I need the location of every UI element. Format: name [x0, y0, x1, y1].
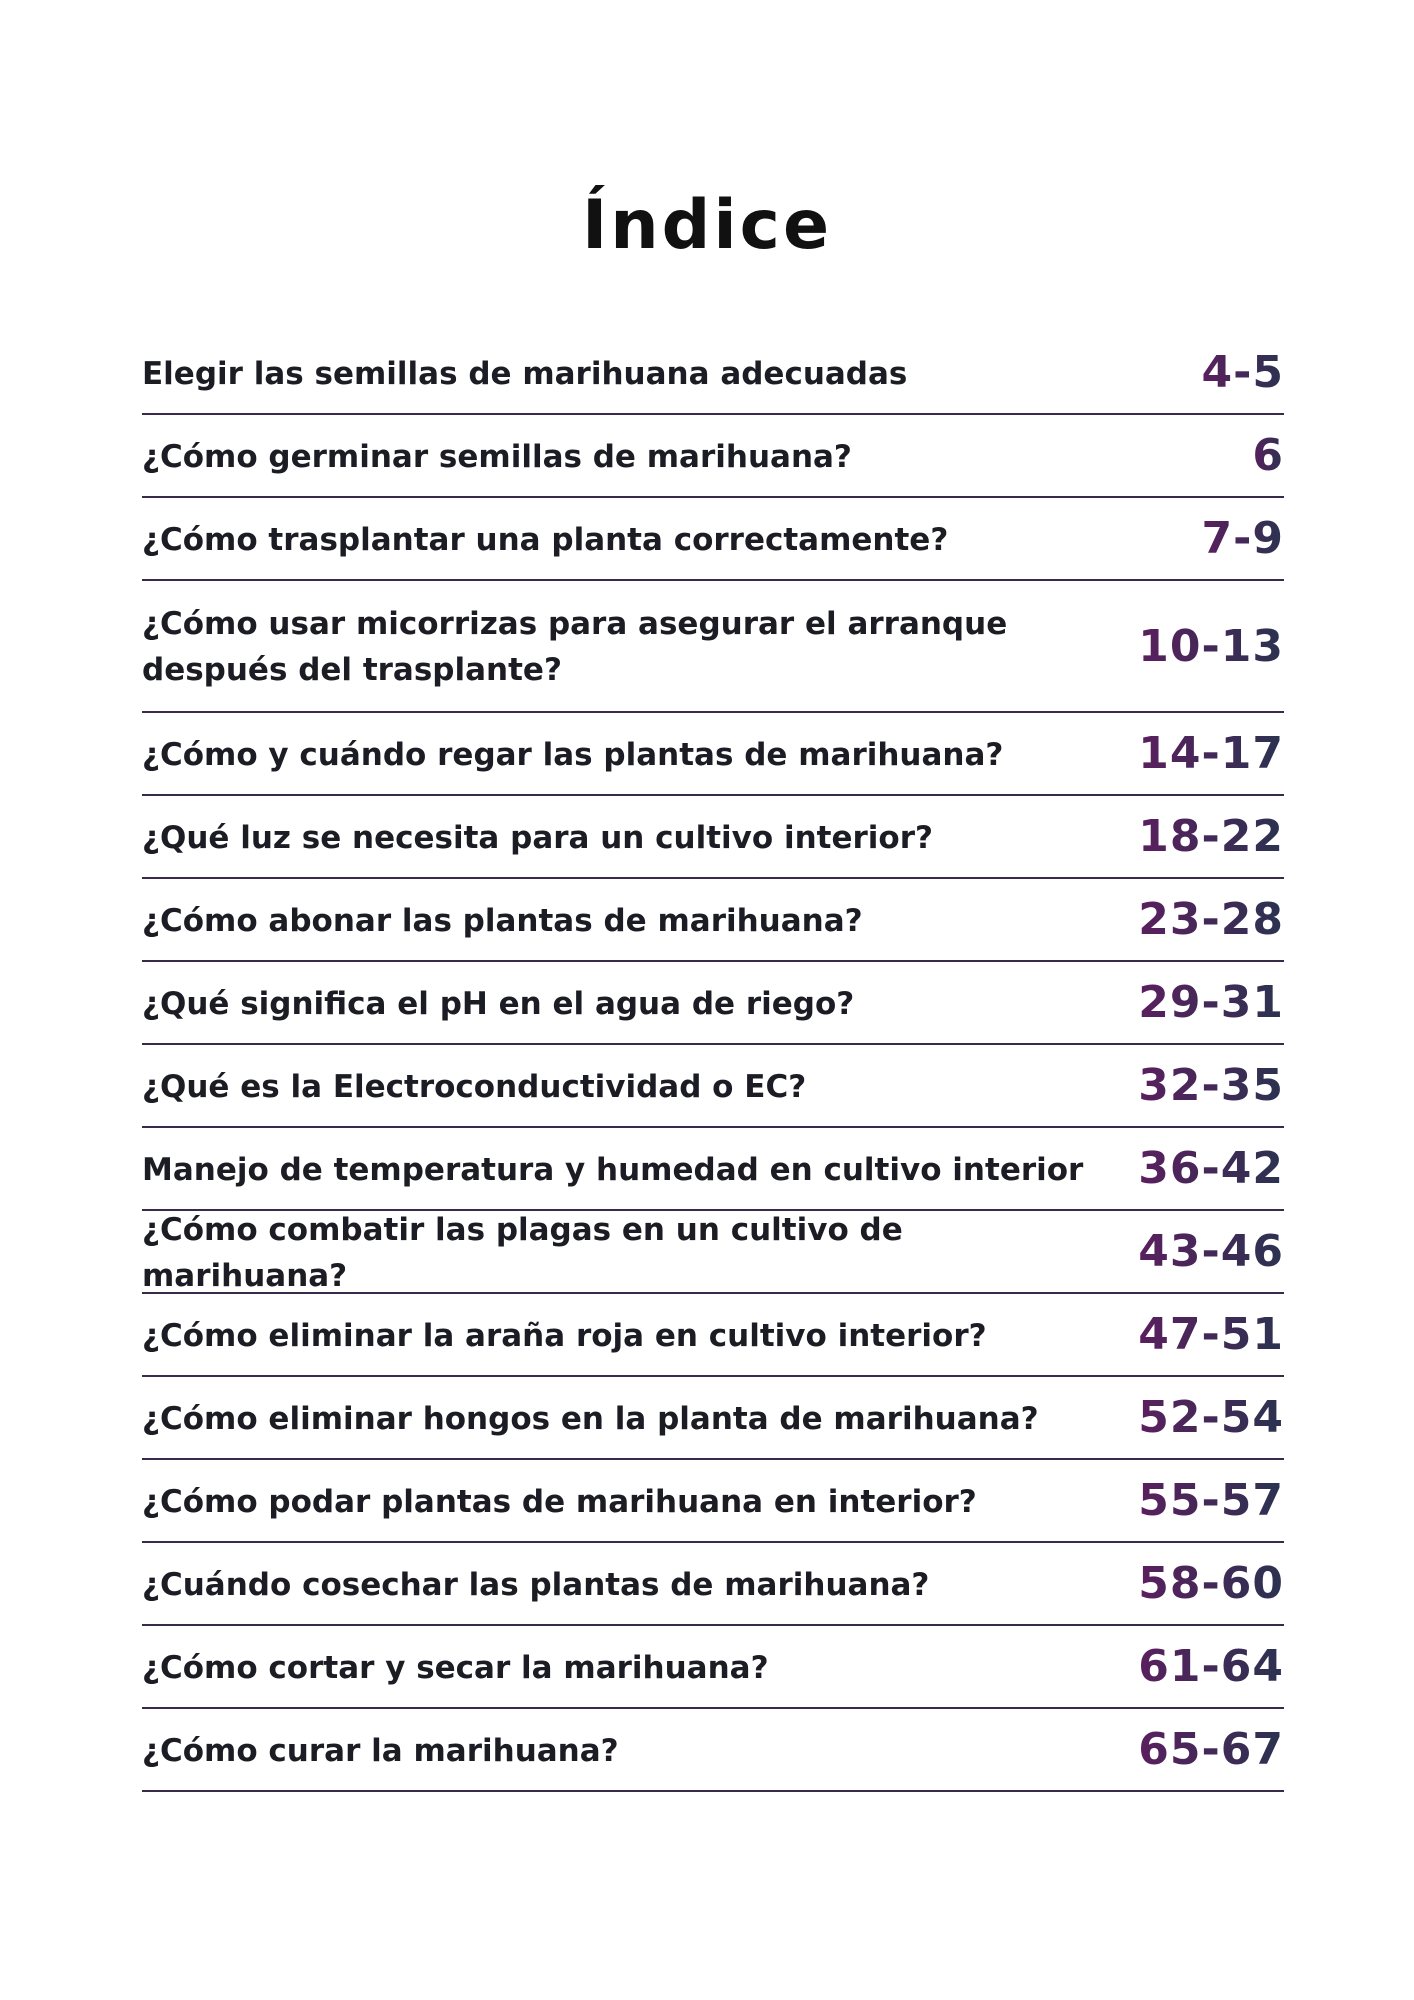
toc-entry[interactable]: ¿Qué luz se necesita para un cultivo int…	[142, 796, 1284, 879]
toc-entry-pages: 10-13	[1138, 620, 1284, 672]
toc-entry-title: ¿Cómo germinar semillas de marihuana?	[142, 438, 852, 475]
toc-entry-title: ¿Cómo combatir las plagas en un cultivo …	[142, 1211, 903, 1294]
toc-entry-title: ¿Cómo curar la marihuana?	[142, 1732, 619, 1769]
toc-entry-pages: 61-64	[1138, 1641, 1284, 1692]
toc-entry-pages: 7-9	[1201, 513, 1284, 564]
toc-entry[interactable]: ¿Cómo usar micorrizas para asegurar el a…	[142, 581, 1284, 713]
toc-entry-title: ¿Cuándo cosechar las plantas de marihuan…	[142, 1566, 930, 1603]
toc-entry-title: ¿Qué significa el pH en el agua de riego…	[142, 985, 855, 1022]
toc-entry-pages: 18-22	[1138, 811, 1284, 862]
toc-entry-title: ¿Cómo eliminar hongos en la planta de ma…	[142, 1400, 1039, 1437]
toc-entry[interactable]: ¿Qué es la Electroconductividad o EC? 32…	[142, 1045, 1284, 1128]
toc-entry[interactable]: ¿Cómo eliminar hongos en la planta de ma…	[142, 1377, 1284, 1460]
toc-entry-pages: 4-5	[1201, 347, 1284, 398]
toc-entry[interactable]: ¿Qué significa el pH en el agua de riego…	[142, 962, 1284, 1045]
table-of-contents: Elegir las semillas de marihuana adecuad…	[142, 332, 1284, 1792]
toc-entry-title: Manejo de temperatura y humedad en culti…	[142, 1151, 1084, 1188]
toc-entry-pages: 55-57	[1138, 1475, 1284, 1526]
toc-entry-pages: 14-17	[1138, 728, 1284, 779]
toc-entry[interactable]: ¿Cómo curar la marihuana? 65-67	[142, 1709, 1284, 1792]
toc-entry-title: Elegir las semillas de marihuana adecuad…	[142, 355, 908, 392]
toc-entry-title: ¿Cómo eliminar la araña roja en cultivo …	[142, 1317, 987, 1354]
toc-entry-title: ¿Cómo cortar y secar la marihuana?	[142, 1649, 769, 1686]
toc-entry-pages: 43-46	[1138, 1226, 1284, 1277]
toc-entry-pages: 23-28	[1138, 894, 1284, 945]
toc-entry-title: ¿Qué luz se necesita para un cultivo int…	[142, 819, 933, 856]
page-title: Índice	[581, 185, 833, 265]
toc-entry-pages: 58-60	[1138, 1558, 1284, 1609]
toc-entry-pages: 29-31	[1138, 977, 1284, 1028]
toc-entry[interactable]: ¿Cómo y cuándo regar las plantas de mari…	[142, 713, 1284, 796]
toc-entry-title: ¿Cómo trasplantar una planta correctamen…	[142, 521, 949, 558]
toc-entry-pages: 32-35	[1138, 1060, 1284, 1111]
toc-entry-pages: 47-51	[1138, 1309, 1284, 1360]
toc-entry[interactable]: ¿Cómo cortar y secar la marihuana? 61-64	[142, 1626, 1284, 1709]
toc-entry[interactable]: ¿Cómo podar plantas de marihuana en inte…	[142, 1460, 1284, 1543]
toc-entry[interactable]: ¿Cómo trasplantar una planta correctamen…	[142, 498, 1284, 581]
toc-entry-title: ¿Qué es la Electroconductividad o EC?	[142, 1068, 807, 1105]
toc-entry[interactable]: ¿Cómo eliminar la araña roja en cultivo …	[142, 1294, 1284, 1377]
toc-entry-pages: 65-67	[1138, 1724, 1284, 1775]
toc-entry-title: ¿Cómo usar micorrizas para asegurar el a…	[142, 606, 1008, 688]
toc-entry[interactable]: ¿Cómo abonar las plantas de marihuana? 2…	[142, 879, 1284, 962]
toc-entry-pages: 52-54	[1138, 1392, 1284, 1443]
toc-entry[interactable]: ¿Cómo germinar semillas de marihuana? 6	[142, 415, 1284, 498]
toc-entry[interactable]: ¿Cuándo cosechar las plantas de marihuan…	[142, 1543, 1284, 1626]
toc-entry[interactable]: Manejo de temperatura y humedad en culti…	[142, 1128, 1284, 1211]
toc-entry[interactable]: ¿Cómo combatir las plagas en un cultivo …	[142, 1211, 1284, 1294]
toc-entry[interactable]: Elegir las semillas de marihuana adecuad…	[142, 332, 1284, 415]
toc-entry-title: ¿Cómo podar plantas de marihuana en inte…	[142, 1483, 977, 1520]
toc-entry-pages: 6	[1252, 430, 1284, 481]
toc-entry-title: ¿Cómo abonar las plantas de marihuana?	[142, 902, 863, 939]
toc-entry-title: ¿Cómo y cuándo regar las plantas de mari…	[142, 736, 1004, 773]
toc-entry-pages: 36-42	[1138, 1143, 1284, 1194]
